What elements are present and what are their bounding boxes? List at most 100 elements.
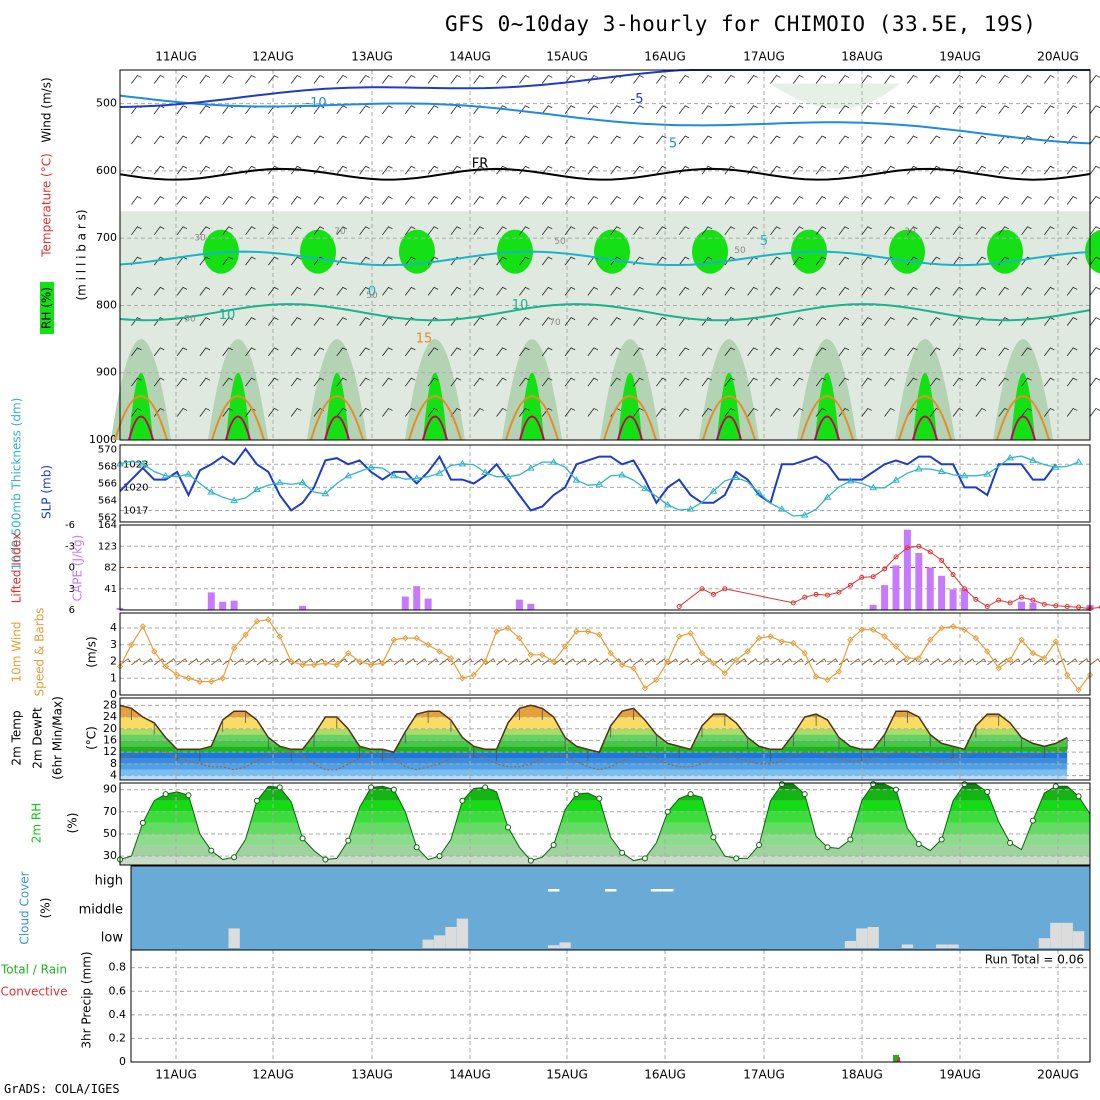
- wind-barb: [907, 317, 918, 326]
- wind-speed-point: [847, 636, 854, 643]
- wind-speed-point: [824, 676, 831, 684]
- wind-barb: [450, 165, 462, 175]
- wind-barb: [975, 658, 987, 666]
- wind-barb: [838, 377, 850, 387]
- wind-barb: [587, 196, 599, 205]
- wind-barb: [861, 347, 872, 357]
- rh-point: [870, 781, 877, 788]
- wind-barb: [473, 226, 484, 236]
- wind-barb: [1021, 286, 1032, 296]
- wind-barb: [541, 135, 553, 145]
- wind-speed-point: [242, 631, 249, 638]
- wind-barb: [838, 196, 850, 205]
- wind-barb: [884, 105, 895, 114]
- wind-barb: [861, 317, 872, 326]
- wind-barb: [1066, 256, 1078, 266]
- wind-barb: [724, 256, 736, 266]
- cloud-low-bar: [433, 935, 446, 948]
- wind-barb: [313, 196, 325, 205]
- thickness-line: [119, 455, 1079, 517]
- wind-barb: [678, 658, 690, 666]
- cloud-low-bar: [867, 927, 879, 948]
- wind-barb: [496, 226, 507, 236]
- lifted-index-point: [904, 545, 910, 551]
- wind-barb: [176, 407, 188, 417]
- wind-barb: [153, 74, 165, 84]
- wind-barb: [815, 347, 827, 357]
- wind-barb: [907, 256, 918, 266]
- wind-barb: [610, 226, 621, 236]
- wind-barb: [404, 256, 416, 266]
- ylabel-2m-temp: 2m Temp: [10, 710, 24, 765]
- wind-barb: [792, 196, 804, 205]
- cape-tick: 123: [98, 541, 117, 552]
- wind-barb: [1021, 658, 1032, 666]
- wind-barb: [838, 407, 850, 417]
- rh-point: [436, 853, 443, 860]
- wind-barb: [1044, 74, 1055, 84]
- lifted-index-point: [710, 591, 716, 597]
- isotherm-10: [119, 303, 1091, 322]
- cape-bar: [219, 601, 227, 610]
- cloud-high-bar: [548, 889, 560, 892]
- wind-barb: [519, 286, 530, 296]
- wind-barb: [884, 407, 895, 417]
- wind-barb: [404, 165, 416, 175]
- rh-point: [322, 856, 329, 863]
- wind-barb: [952, 347, 964, 357]
- wind-barb: [895, 658, 907, 666]
- wind-barb: [290, 286, 302, 296]
- wind-speed-point: [1075, 686, 1082, 694]
- wind-barb: [427, 165, 439, 175]
- wind-barb: [153, 226, 165, 236]
- lifted-index-point: [1041, 601, 1047, 607]
- wind-speed-point: [276, 633, 283, 640]
- wind-barb: [153, 347, 165, 357]
- isotherm-15: [310, 395, 364, 441]
- temp-tick: 20: [103, 722, 117, 735]
- wind-barb: [770, 135, 781, 145]
- wind-barb: [998, 74, 1009, 84]
- wind-barb: [176, 135, 188, 145]
- wind-barb: [393, 658, 405, 666]
- wind-barb: [724, 377, 736, 387]
- wind-speed-point: [972, 634, 980, 642]
- wind-barb: [861, 165, 872, 175]
- isotherm-15: [603, 395, 657, 441]
- wind-barb: [907, 196, 918, 205]
- wind-barb: [952, 256, 964, 266]
- wind-barb: [336, 347, 348, 357]
- wind-barb: [701, 256, 713, 266]
- lifted-index-point: [859, 574, 865, 580]
- wind-barb: [1066, 196, 1078, 205]
- cloud-low-bar: [1061, 922, 1073, 948]
- cape-bar: [960, 589, 968, 610]
- thickness-tick: 570: [98, 444, 117, 455]
- thickness-marker: [275, 478, 284, 486]
- wind-barb: [450, 135, 462, 145]
- wind-barb: [359, 377, 370, 387]
- cloud-level-label: low: [101, 931, 124, 946]
- cloud-low-bar: [1038, 938, 1051, 948]
- wind-barb: [519, 317, 530, 326]
- rh-band: [120, 845, 1090, 857]
- wind-speed-point: [550, 658, 557, 665]
- isotherm-5: [119, 250, 1091, 267]
- wind-barb: [131, 74, 142, 84]
- wind-barb: [268, 407, 279, 417]
- wind-speed-point: [333, 661, 341, 669]
- wind-barb: [1089, 74, 1100, 84]
- wind-barb: [1089, 196, 1100, 205]
- wind-barb: [541, 226, 553, 236]
- wind-speed-point: [1063, 671, 1071, 679]
- wind-barb: [975, 256, 987, 266]
- temp-band: [120, 752, 1068, 759]
- wind-barb: [290, 377, 302, 387]
- wind-barb: [1021, 226, 1032, 236]
- rh-point: [938, 836, 945, 843]
- wind-barb: [656, 165, 667, 175]
- wind-barb: [599, 658, 610, 666]
- wind-speed-point: [790, 639, 797, 647]
- wind-barb: [1021, 377, 1032, 387]
- wind-barb: [758, 658, 770, 666]
